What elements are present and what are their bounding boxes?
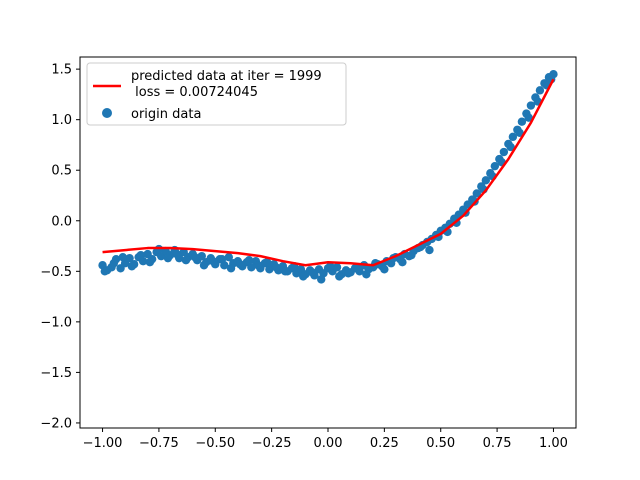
scatter-point: [425, 245, 434, 255]
scatter-point: [506, 142, 515, 152]
y-tick-label: −1.5: [40, 366, 72, 381]
scatter-point: [517, 117, 527, 126]
scatter-point: [335, 272, 344, 281]
scatter-point: [299, 272, 308, 281]
y-tick-label: 0.0: [51, 214, 72, 229]
scatter-point: [407, 250, 416, 260]
legend: predicted data at iter = 1999 loss = 0.0…: [86, 62, 347, 126]
scatter-point: [490, 161, 500, 171]
scatter-point: [262, 258, 272, 267]
scatter-point: [508, 132, 518, 142]
prediction-line: [102, 78, 555, 267]
scatter-point: [197, 251, 206, 261]
scatter-point: [380, 265, 389, 274]
scatter-point: [253, 261, 263, 270]
y-tick-label: −0.5: [40, 265, 72, 280]
y-tick-label: −1.0: [40, 315, 72, 330]
scatter-point: [280, 267, 290, 276]
scatter-point: [190, 252, 200, 262]
y-tick-label: 1.0: [51, 113, 72, 128]
scatter-point: [526, 101, 536, 110]
scatter-point: [118, 252, 128, 262]
scatter-point: [244, 255, 254, 265]
scatter-point: [127, 262, 137, 271]
scatter-point: [499, 147, 509, 157]
legend-box: [86, 62, 347, 126]
scatter-point: [481, 176, 491, 185]
x-tick-label: −0.50: [195, 436, 235, 451]
x-tick-label: −1.00: [83, 436, 123, 451]
scatter-point: [472, 189, 481, 198]
legend-scatter-marker: [102, 108, 112, 118]
scatter-point: [332, 263, 342, 272]
scatter-point: [100, 267, 110, 276]
scatter-point: [362, 270, 371, 279]
scatter-point: [208, 257, 218, 266]
scatter-point: [181, 255, 191, 265]
y-tick-label: 1.5: [51, 63, 72, 78]
scatter-point: [344, 269, 353, 278]
scatter-point: [398, 258, 407, 267]
scatter-point: [535, 86, 545, 95]
x-tick-label: 0.75: [483, 436, 512, 451]
scatter-point: [224, 252, 233, 262]
legend-scatter-label: origin data: [131, 107, 201, 122]
y-tick-label: 0.5: [51, 164, 72, 179]
x-tick-label: 0.00: [314, 436, 343, 451]
scatter-point: [308, 268, 317, 277]
scatter-point: [226, 264, 236, 273]
legend-line-label-1: predicted data at iter = 1999: [131, 69, 322, 84]
scatter-point: [271, 263, 281, 272]
legend-line-label-2: loss = 0.00724045: [131, 85, 258, 100]
scatter-point: [109, 259, 119, 268]
scatter-point: [235, 260, 245, 269]
x-tick-label: −0.25: [252, 436, 292, 451]
plot-area: [98, 69, 558, 284]
x-tick-label: 0.25: [370, 436, 399, 451]
axis-ticks: −1.00 −0.75 −0.50 −0.25 0.00 0.25 0.50 0.75 1.00…: [40, 63, 568, 451]
scatter-point: [317, 275, 326, 284]
scatter-point: [217, 254, 227, 264]
scatter-point: [353, 264, 362, 273]
scatter-point: [145, 258, 155, 267]
scatter-point: [199, 261, 209, 270]
x-tick-label: 0.50: [426, 436, 455, 451]
scatter-point: [172, 249, 182, 259]
scatter-point: [247, 263, 256, 272]
scatter-point: [326, 262, 335, 271]
x-tick-label: 1.00: [539, 436, 568, 451]
scatter-point: [125, 253, 134, 263]
scatter-point: [136, 250, 146, 260]
scatter-point: [524, 113, 533, 122]
scatter-point: [515, 128, 524, 138]
y-tick-label: −2.0: [40, 416, 72, 431]
scatter-point: [163, 253, 173, 263]
x-tick-label: −0.75: [139, 436, 179, 451]
